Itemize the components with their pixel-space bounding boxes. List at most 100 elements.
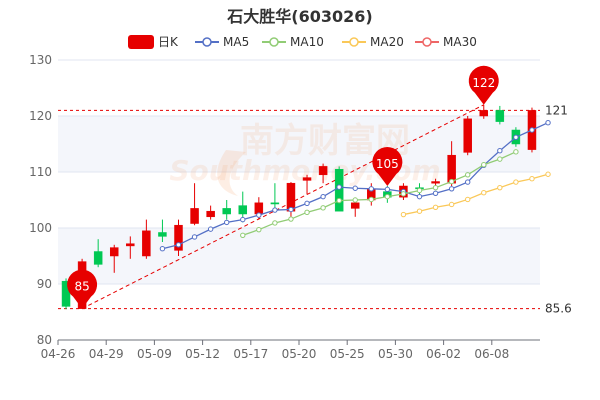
x-tick-label: 04-29 [89,347,124,361]
candle-body [109,247,119,257]
grid-band [58,228,540,284]
candle [318,163,328,184]
marker-pin: 105 [372,147,403,186]
ma20-point [513,179,519,185]
candle-body [158,232,167,237]
grid-band [58,116,540,172]
x-tick-label: 05-09 [137,347,172,361]
x-tick-label: 05-17 [233,347,268,361]
legend-item-ma30[interactable]: MA30 [415,35,477,49]
candle [222,200,231,220]
x-tick-label: 05-25 [330,347,365,361]
ma10-point [320,205,326,211]
candle [479,104,489,119]
candle [126,236,135,259]
candle-body [142,230,151,257]
ma5-point [191,234,198,240]
ma5-point [224,219,230,226]
y-tick-label: 130 [29,53,52,67]
candle-body [270,202,280,205]
candle [350,200,360,217]
legend-item-ma5[interactable]: MA5 [195,35,249,49]
candle-body [126,243,135,247]
ma5-point [240,216,246,223]
ma5-point [368,186,374,192]
ma20-point [400,211,407,218]
marker-pin: 122 [468,65,499,105]
reference-line-label: 121 [545,103,568,117]
legend-candle-icon [128,35,154,49]
y-tick-label: 80 [37,333,52,347]
ma20-point [497,184,503,191]
candle [302,174,312,195]
ma20-point [545,171,551,177]
x-tick-label: 05-30 [378,347,413,361]
reference-line-label: 85.6 [545,302,572,316]
ma10-point [256,226,262,233]
candle [174,219,183,256]
ma5-point [529,127,535,133]
ma10-line [242,151,517,236]
ma5-point [175,242,182,248]
candle-body [495,110,505,122]
ma20-line [403,173,549,216]
ma5-point [256,212,262,218]
ma5-point [384,186,391,193]
ma10-point [336,197,342,204]
x-tick-label: 05-20 [282,347,317,361]
candle-body [93,251,103,265]
candle [463,116,472,156]
ma20-point [416,208,423,214]
candle-body [61,280,71,307]
ma10-point [465,172,471,178]
candle-body [190,208,199,224]
candle-body [302,177,312,181]
candle-body [334,168,344,212]
legend-item-ma10[interactable]: MA10 [262,35,324,49]
candle [206,205,215,220]
ma10-point [368,196,374,203]
legend-label: MA30 [443,35,477,49]
candle-body [206,210,215,218]
legend-label: MA20 [370,35,404,49]
ma10-point [272,220,278,226]
legend-label: 日K [158,35,179,49]
ma10-point [513,149,519,155]
ma10-point [481,162,487,168]
ma5-point [336,184,342,190]
ma5-point [448,186,455,192]
legend-dot-icon [349,37,359,47]
ma5-point [465,179,471,185]
pin-label: 122 [472,76,495,90]
pin-shape [468,65,499,105]
ma5-point [432,190,439,196]
y-tick-label: 110 [29,165,52,179]
candle [286,182,296,220]
pin-shape [67,269,98,309]
legend-dot-icon [202,37,212,47]
ma10-point [400,191,407,197]
ma5-point [416,193,423,200]
ma20-point [529,176,535,182]
legend-item-kline[interactable]: 日K [128,35,179,49]
legend-label: MA10 [290,35,324,49]
ma10-point [497,156,503,162]
ma5-point [304,200,310,207]
marker-pin: 85 [67,269,98,309]
ma10-point [352,197,358,203]
y-tick-label: 90 [37,277,52,291]
ma5-point [207,226,214,232]
ma5-point [513,134,519,140]
x-tick-label: 06-02 [426,347,461,361]
ma5-point [320,193,326,200]
ma20-point [448,201,455,208]
candle-body [238,205,248,215]
x-tick-label: 06-08 [474,347,509,361]
ma5-point [288,206,294,213]
pin-shape [372,147,403,186]
ma10-point [448,178,455,185]
candle [93,239,103,268]
legend-item-ma20[interactable]: MA20 [342,35,404,49]
